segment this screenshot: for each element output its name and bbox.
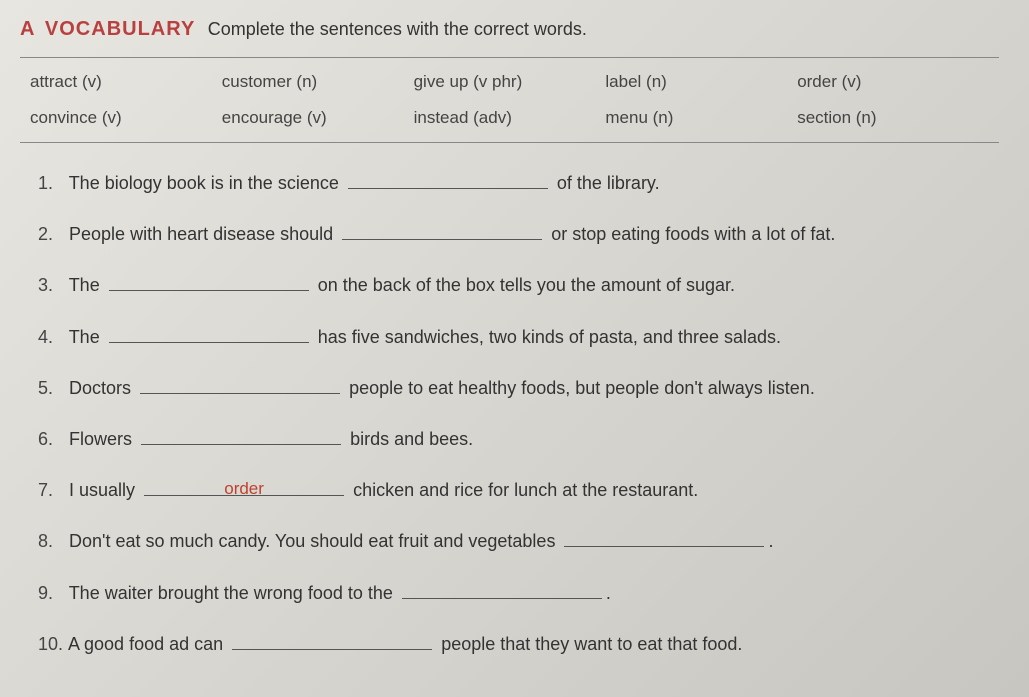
question-text-pre: The [69, 327, 100, 347]
answer-blank[interactable] [109, 325, 309, 343]
question-number: 1. [38, 171, 64, 196]
question-text-pre: The biology book is in the science [69, 173, 339, 193]
question-item: 2. People with heart disease should or s… [38, 222, 999, 247]
question-item: 8. Don't eat so much candy. You should e… [38, 529, 999, 554]
answer-blank[interactable] [342, 222, 542, 240]
question-item: 4. The has five sandwiches, two kinds of… [38, 325, 999, 350]
question-text-post: or stop eating foods with a lot of fat. [551, 224, 835, 244]
word-cell: attract (v) [30, 72, 222, 92]
question-number: 8. [38, 529, 64, 554]
question-text-pre: Doctors [69, 378, 131, 398]
question-number: 6. [38, 427, 64, 452]
question-text-pre: The [69, 275, 100, 295]
question-number: 2. [38, 222, 64, 247]
word-bank-row: attract (v) customer (n) give up (v phr)… [20, 64, 999, 100]
answer-blank[interactable] [109, 273, 309, 291]
word-cell: label (n) [605, 72, 797, 92]
question-item: 9. The waiter brought the wrong food to … [38, 581, 999, 606]
question-text-pre: A good food ad can [68, 634, 223, 654]
question-text-pre: People with heart disease should [69, 224, 333, 244]
question-number: 5. [38, 376, 64, 401]
word-bank: attract (v) customer (n) give up (v phr)… [20, 57, 999, 143]
word-cell: menu (n) [605, 108, 797, 128]
answer-blank[interactable] [402, 581, 602, 599]
header-title: VOCABULARY [45, 18, 195, 40]
word-cell: give up (v phr) [414, 72, 606, 92]
answer-blank[interactable] [348, 171, 548, 189]
word-bank-row: convince (v) encourage (v) instead (adv)… [20, 100, 999, 136]
question-number: 7. [38, 478, 64, 503]
question-item: 1. The biology book is in the science of… [38, 171, 999, 196]
question-number: 9. [38, 581, 64, 606]
answer-blank[interactable] [140, 376, 340, 394]
question-text-post: people that they want to eat that food. [441, 634, 742, 654]
answer-blank[interactable] [564, 529, 764, 547]
question-text-post: birds and bees. [350, 429, 473, 449]
word-cell: customer (n) [222, 72, 414, 92]
header-letter: A [20, 18, 34, 40]
question-text-post: chicken and rice for lunch at the restau… [353, 480, 698, 500]
question-item: 3. The on the back of the box tells you … [38, 273, 999, 298]
question-number: 4. [38, 325, 64, 350]
question-text-pre: I usually [69, 480, 135, 500]
question-item: 10. A good food ad can people that they … [38, 632, 999, 657]
question-item: 5. Doctors people to eat healthy foods, … [38, 376, 999, 401]
question-text-post: on the back of the box tells you the amo… [318, 275, 735, 295]
question-text-post: has five sandwiches, two kinds of pasta,… [318, 327, 781, 347]
questions-list: 1. The biology book is in the science of… [20, 171, 999, 657]
question-text-post: . [606, 583, 611, 603]
question-number: 3. [38, 273, 64, 298]
question-text-post: . [768, 531, 773, 551]
answer-text: order [224, 479, 264, 498]
word-cell: encourage (v) [222, 108, 414, 128]
exercise-header: A VOCABULARY Complete the sentences with… [20, 18, 999, 41]
word-cell: section (n) [797, 108, 989, 128]
word-cell: order (v) [797, 72, 989, 92]
question-text-pre: The waiter brought the wrong food to the [69, 583, 393, 603]
answer-blank[interactable] [141, 427, 341, 445]
question-number: 10. [38, 632, 64, 657]
answer-blank[interactable] [232, 632, 432, 650]
question-text-post: people to eat healthy foods, but people … [349, 378, 815, 398]
question-item: 7. I usually order chicken and rice for … [38, 478, 999, 503]
word-cell: instead (adv) [414, 108, 606, 128]
question-item: 6. Flowers birds and bees. [38, 427, 999, 452]
question-text-pre: Flowers [69, 429, 132, 449]
word-cell: convince (v) [30, 108, 222, 128]
header-instruction: Complete the sentences with the correct … [208, 19, 587, 39]
question-text-post: of the library. [557, 173, 660, 193]
answer-blank[interactable]: order [144, 478, 344, 496]
question-text-pre: Don't eat so much candy. You should eat … [69, 531, 555, 551]
